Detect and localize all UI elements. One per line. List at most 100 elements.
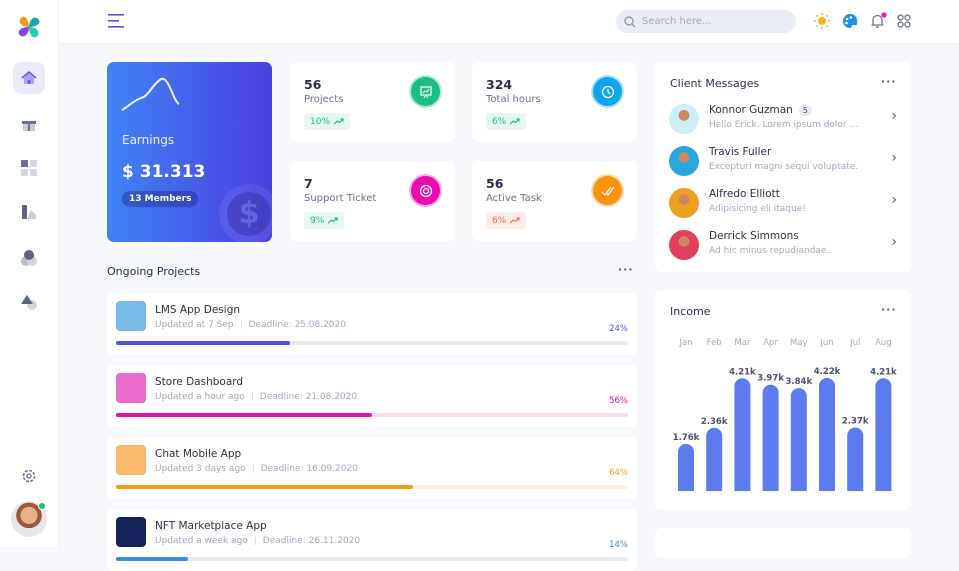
x-tick-label: Feb <box>707 338 722 348</box>
chevron-right-icon[interactable]: › <box>891 108 897 124</box>
project-updated: Updated a hour ago <box>155 392 245 402</box>
project-updated: Updated 3 days ago <box>155 464 246 474</box>
trend-up-icon <box>510 217 520 224</box>
project-deadline: Deadline: 25.08.2020 <box>248 320 346 330</box>
menu-icon[interactable] <box>108 13 125 29</box>
settings-button[interactable] <box>13 460 45 492</box>
sidebar-item-swatches[interactable] <box>13 196 45 228</box>
income-bar[interactable] <box>706 427 723 491</box>
stat-label: Support Ticket <box>304 193 377 204</box>
notification-dot <box>881 12 887 18</box>
apps-icon[interactable] <box>897 14 911 28</box>
sender-name: Derrick Simmons <box>709 230 799 242</box>
dashboard-icon <box>21 160 37 176</box>
project-card[interactable]: Store Dashboard Updated a hour ago Deadli… <box>107 365 637 427</box>
income-bar[interactable] <box>819 378 835 491</box>
sidebar-item-shapes[interactable] <box>13 242 45 274</box>
project-progress-label: 64% <box>609 468 628 478</box>
sender-name: Alfredo Elliott <box>709 188 780 200</box>
project-progress-label: 24% <box>609 324 628 334</box>
sender-name: Konnor Guzman <box>709 104 793 116</box>
message-preview: Hello Erick. Lorem ipsum dolor sit... <box>709 120 859 130</box>
sender-name: Travis Fuller <box>709 146 772 158</box>
project-updated: Updated a week ago <box>155 536 248 546</box>
message-item[interactable]: Alfredo Elliott Adipisicing eli itaque! … <box>669 184 897 220</box>
chevron-right-icon[interactable]: › <box>891 150 897 166</box>
double-check-icon <box>593 176 622 205</box>
earnings-card: Earnings $ 31.313 13 Members $ <box>107 62 272 242</box>
stat-change: 9% <box>310 215 325 226</box>
bell-icon[interactable] <box>869 12 887 30</box>
stat-change-badge: 6% <box>486 113 527 130</box>
sidebar-item-gift[interactable] <box>13 108 45 140</box>
stat-value: 7 <box>304 176 313 191</box>
income-bar[interactable] <box>875 378 892 491</box>
sidebar-item-dashboard[interactable] <box>13 152 45 184</box>
bar-value-label: 4.21k <box>729 367 756 377</box>
sidebar-item-home[interactable] <box>13 62 45 94</box>
trend-up-icon <box>510 118 520 125</box>
presentation-chart-icon <box>411 77 440 106</box>
income-bar[interactable] <box>790 388 807 491</box>
stat-value: 56 <box>304 77 322 92</box>
earnings-sparkline <box>121 77 180 111</box>
message-item[interactable]: Konnor Guzman 5 Hello Erick. Lorem ipsum … <box>669 100 897 136</box>
income-bar[interactable] <box>847 427 864 491</box>
palette-icon[interactable] <box>842 13 858 29</box>
income-bar[interactable] <box>678 443 694 491</box>
bar-value-label: 3.84k <box>785 377 812 387</box>
swatches-icon <box>22 205 36 219</box>
bottom-card <box>655 528 911 558</box>
sidebar-item-triangle[interactable] <box>13 286 45 318</box>
stat-change-badge: 9% <box>304 212 345 229</box>
project-name: Chat Mobile App <box>155 448 242 460</box>
stat-change: 10% <box>310 116 331 127</box>
search-bar <box>616 10 796 33</box>
project-progress-bar <box>116 557 628 561</box>
x-tick-label: Jun <box>819 338 833 348</box>
sun-icon[interactable] <box>814 13 830 29</box>
clock-icon <box>593 77 622 106</box>
chevron-right-icon[interactable]: › <box>891 234 897 250</box>
income-bar[interactable] <box>734 378 751 491</box>
search-icon <box>624 15 636 27</box>
bar-value-label: 1.76k <box>673 433 700 443</box>
project-card[interactable]: Chat Mobile App Updated 3 days ago Deadli… <box>107 437 637 499</box>
dollar-coin-icon: $ <box>219 184 272 242</box>
stat-value: 56 <box>486 176 504 191</box>
earnings-label: Earnings <box>122 133 175 147</box>
income-title: Income <box>670 305 711 318</box>
home-icon <box>21 71 37 84</box>
stat-label: Projects <box>304 94 344 105</box>
project-meta: Updated a week ago Deadline: 26.11.2020 <box>155 536 360 546</box>
message-item[interactable]: Derrick Simmons Ad hic minus repudiandae… <box>669 226 897 262</box>
project-deadline: Deadline: 26.11.2020 <box>262 536 361 546</box>
stat-change: 6% <box>492 116 507 127</box>
search-input[interactable] <box>642 16 782 27</box>
project-thumbnail <box>116 517 146 547</box>
circles-icon <box>21 250 37 266</box>
stat-value: 324 <box>486 77 513 92</box>
income-card: Income ··· Jan 1.76k Feb 2.36k Mar 4.21k Apr 3.… <box>655 290 911 510</box>
message-preview: Ad hic minus repudiandae. <box>709 246 830 256</box>
earnings-amount: $ 31.313 <box>122 162 206 182</box>
project-name: Store Dashboard <box>155 376 244 388</box>
project-card[interactable]: LMS App Design Updated at 7 Sep Deadline:… <box>107 293 637 355</box>
projects-more-button[interactable]: ··· <box>618 263 634 276</box>
online-status-dot <box>38 502 46 510</box>
x-tick-label: Jan <box>678 338 692 348</box>
trend-up-icon <box>328 217 338 224</box>
project-progress-fill <box>116 341 291 345</box>
chevron-right-icon[interactable]: › <box>891 192 897 208</box>
message-item[interactable]: Travis Fuller Excepturi magni sequi volu… <box>669 142 897 178</box>
stat-card: 7 Support Ticket 9% <box>290 161 455 241</box>
project-card[interactable]: NFT Marketplace App Updated a week ago De… <box>107 509 637 571</box>
gear-icon <box>22 469 36 483</box>
avatar <box>669 104 699 134</box>
income-more-button[interactable]: ··· <box>881 303 897 316</box>
income-bar[interactable] <box>762 384 779 491</box>
project-name: LMS App Design <box>155 304 241 316</box>
messages-more-button[interactable]: ··· <box>881 75 897 88</box>
avatar <box>669 188 699 218</box>
trend-up-icon <box>334 118 344 125</box>
